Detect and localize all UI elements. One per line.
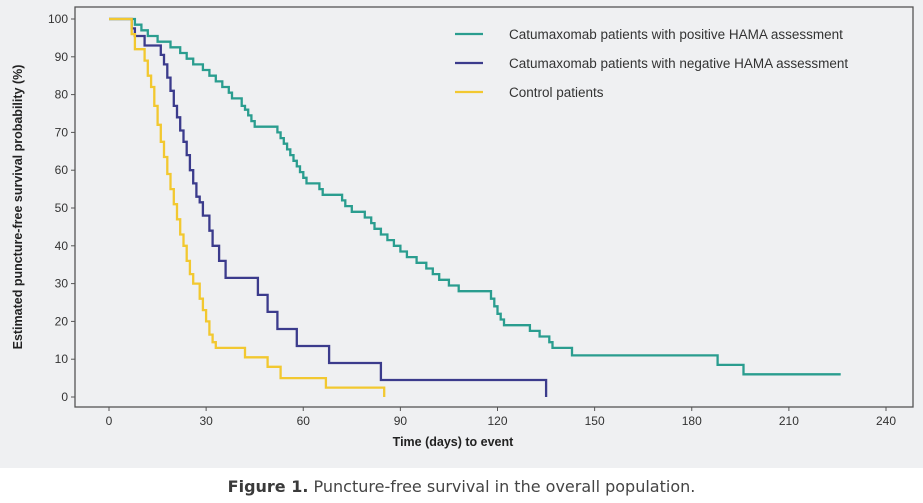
x-tick-label: 240 [876,414,896,428]
legend-label: Catumaxomab patients with negative HAMA … [509,56,848,71]
km-chart: 0 10 20 30 40 50 60 70 80 90 100 0 30 60 90 120 150 180 2… [11,6,914,449]
y-tick-label: 60 [55,163,69,177]
plot-frame [74,6,914,408]
series-line-control-patients [109,17,386,397]
legend-item: Control patients [455,85,604,100]
legend-label: Control patients [509,85,604,100]
x-axis: 0 30 60 90 120 150 180 210 240 [106,407,896,428]
y-tick-label: 10 [55,352,69,366]
x-tick-label: 90 [394,414,408,428]
y-tick-label: 20 [55,314,69,328]
y-tick-label: 50 [55,201,69,215]
y-tick-label: 40 [55,239,69,253]
y-tick-label: 90 [55,50,69,64]
x-tick-label: 0 [106,414,113,428]
x-tick-label: 180 [682,414,702,428]
figure-caption: Figure 1. Puncture-free survival in the … [0,477,923,496]
legend-label: Catumaxomab patients with positive HAMA … [509,27,843,42]
x-tick-label: 210 [779,414,799,428]
y-axis: 0 10 20 30 40 50 60 70 80 90 100 [48,12,75,404]
y-tick-label: 80 [55,88,69,102]
y-axis-title: Estimated puncture-free survival probabi… [11,65,25,350]
legend-item: Catumaxomab patients with positive HAMA … [455,27,843,42]
y-tick-label: 30 [55,277,69,291]
series-layer [109,17,841,397]
x-tick-label: 150 [585,414,605,428]
figure-caption-label: Figure 1. [227,477,309,496]
legend-item: Catumaxomab patients with negative HAMA … [455,56,848,71]
y-tick-label: 100 [48,12,68,26]
x-tick-label: 30 [199,414,213,428]
legend: Catumaxomab patients with positive HAMA … [455,27,848,100]
x-axis-title: Time (days) to event [393,435,514,449]
y-tick-label: 0 [61,390,68,404]
series-line-catumaxomab-patients-with-negative-hama-assessment [109,17,548,397]
figure-caption-text: Puncture-free survival in the overall po… [308,477,696,496]
x-tick-label: 60 [297,414,311,428]
x-tick-label: 120 [487,414,507,428]
series-line-catumaxomab-patients-with-positive-hama-assessment [109,17,841,376]
y-tick-label: 70 [55,125,69,139]
